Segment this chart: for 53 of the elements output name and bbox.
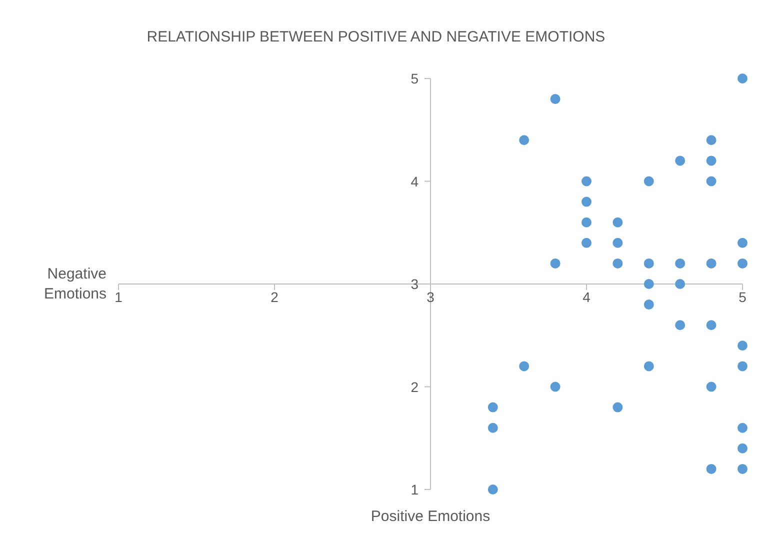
y-tick-label: 3 xyxy=(410,276,419,292)
x-axis-title: Positive Emotions xyxy=(370,508,490,525)
x-tick-label: 4 xyxy=(582,289,591,305)
y-axis-title: Negative Emotions xyxy=(44,265,107,303)
point xyxy=(612,217,623,228)
point xyxy=(582,238,592,248)
point xyxy=(644,361,654,372)
point xyxy=(675,320,686,330)
point xyxy=(582,196,592,207)
point xyxy=(706,156,716,166)
point xyxy=(738,464,748,474)
point xyxy=(738,443,748,454)
point xyxy=(612,402,623,412)
x-tick-label: 2 xyxy=(270,289,279,305)
point xyxy=(738,258,748,268)
point xyxy=(706,464,716,474)
point xyxy=(612,238,623,248)
point xyxy=(738,422,748,433)
point xyxy=(519,361,530,372)
x-tick-label: 5 xyxy=(738,289,747,305)
point xyxy=(738,361,748,372)
point xyxy=(706,258,716,268)
point xyxy=(738,340,748,351)
point xyxy=(582,176,592,186)
point xyxy=(550,382,560,392)
point xyxy=(644,300,654,310)
point xyxy=(644,176,654,186)
point xyxy=(706,320,716,330)
point xyxy=(644,279,654,289)
point xyxy=(706,135,716,146)
chart-title: RELATIONSHIP BETWEEN POSITIVE AND NEGATIVE EMOTIONS xyxy=(146,28,606,46)
y-tick-label: 1 xyxy=(410,482,419,498)
point xyxy=(519,135,530,146)
point xyxy=(675,258,686,268)
point xyxy=(738,74,748,84)
y-tick-label: 5 xyxy=(410,70,419,86)
point xyxy=(675,156,686,166)
point xyxy=(644,258,654,268)
point xyxy=(488,484,498,494)
point xyxy=(488,422,498,433)
point xyxy=(550,258,560,268)
point xyxy=(706,382,716,392)
point xyxy=(550,94,560,104)
point xyxy=(582,217,592,228)
x-tick-label: 1 xyxy=(114,289,123,305)
point xyxy=(612,258,623,268)
y-tick-label: 4 xyxy=(410,173,419,190)
x-tick-label: 3 xyxy=(426,289,435,305)
y-tick-label: 2 xyxy=(410,378,419,395)
point xyxy=(706,176,716,186)
point xyxy=(675,279,686,289)
point xyxy=(488,402,498,412)
point xyxy=(738,238,748,248)
